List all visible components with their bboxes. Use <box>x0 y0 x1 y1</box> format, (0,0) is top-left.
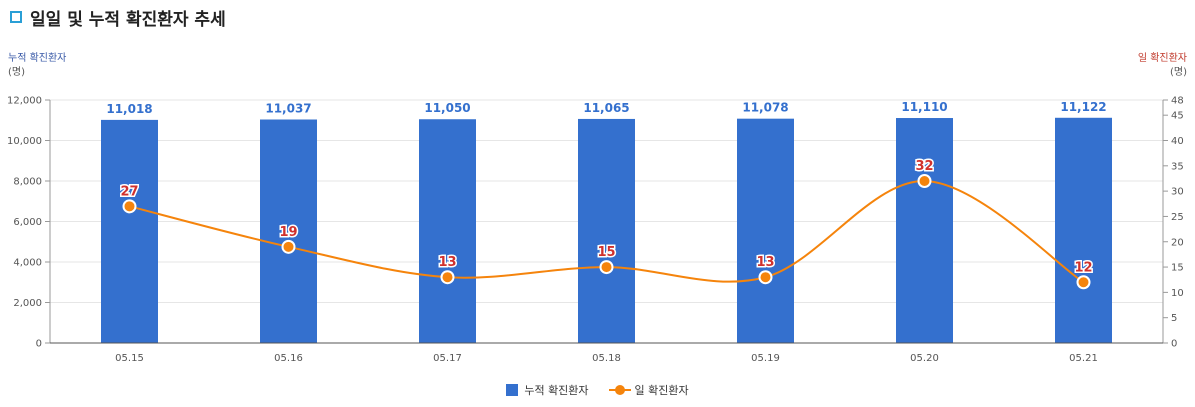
bar-value-label: 11,110 <box>901 100 947 114</box>
right-tick-label: 25 <box>1171 212 1184 223</box>
x-tick-label: 05.16 <box>274 353 303 364</box>
bar <box>896 118 953 344</box>
left-tick-label: 0 <box>36 339 42 350</box>
left-axis-unit: (명) <box>8 67 26 78</box>
left-tick-label: 6,000 <box>13 217 42 228</box>
daily-point <box>440 270 455 285</box>
right-tick-label: 45 <box>1171 111 1184 122</box>
bar-value-label: 11,037 <box>265 102 311 116</box>
x-tick-label: 05.21 <box>1069 353 1098 364</box>
daily-value-label: 15 <box>597 245 615 260</box>
left-axis-label: 누적 확진환자 (명) <box>8 52 66 80</box>
daily-value-label: 19 <box>279 225 297 240</box>
daily-value-label: 13 <box>438 255 456 270</box>
legend-label-daily: 일 확진환자 <box>634 384 689 397</box>
legend-label-cumulative: 누적 확진환자 <box>524 384 589 397</box>
bar-value-label: 11,065 <box>583 101 629 115</box>
bar <box>260 119 317 343</box>
daily-point <box>1076 275 1091 290</box>
bar-value-label: 11,050 <box>424 101 470 115</box>
left-axis-title: 누적 확진환자 <box>8 53 67 64</box>
daily-point <box>758 270 773 285</box>
right-axis-title: 일 확진환자 <box>1137 53 1187 64</box>
right-tick-label: 10 <box>1171 288 1184 299</box>
daily-value-label: 12 <box>1074 260 1092 275</box>
right-tick-label: 48 <box>1171 96 1184 107</box>
bar-value-label: 11,018 <box>106 102 152 116</box>
daily-point <box>917 174 932 188</box>
right-axis-unit: (명) <box>1169 67 1187 78</box>
daily-point <box>281 239 296 254</box>
right-axis-label: 일 확진환자 (명) <box>1138 52 1187 80</box>
right-tick-label: 35 <box>1171 161 1184 172</box>
x-tick-label: 05.19 <box>751 353 780 364</box>
bar-value-label: 11,078 <box>742 101 788 115</box>
bar <box>101 119 158 343</box>
x-tick-label: 05.17 <box>433 353 462 364</box>
chart-legend: 누적 확진환자 일 확진환자 <box>0 382 1195 398</box>
daily-value-label: 27 <box>120 184 138 199</box>
bar-value-label: 11,122 <box>1060 100 1106 114</box>
chart-title: 일일 및 누적 확진환자 추세 <box>30 9 226 30</box>
left-tick-label: 12,000 <box>7 96 42 107</box>
daily-point <box>599 260 614 275</box>
combo-chart: 0 2,000 4,000 6,000 8,000 10,000 12,000 0 5 10 15 2… <box>7 96 1184 365</box>
right-tick-label: 40 <box>1171 136 1184 147</box>
daily-value-label: 32 <box>915 159 933 174</box>
right-tick-label: 15 <box>1171 263 1184 274</box>
right-tick-label: 20 <box>1171 237 1184 248</box>
bar <box>578 118 635 343</box>
chart-title-row: 일일 및 누적 확진환자 추세 <box>10 4 226 30</box>
x-tick-label: 05.15 <box>115 353 144 364</box>
bar <box>1055 117 1112 343</box>
left-tick-label: 10,000 <box>7 136 42 147</box>
legend-item-cumulative[interactable]: 누적 확진환자 <box>506 382 589 398</box>
legend-bar-swatch <box>506 384 519 396</box>
left-tick-label: 2,000 <box>13 298 42 309</box>
right-tick-label: 30 <box>1171 187 1184 198</box>
bar <box>737 118 794 343</box>
legend-line-swatch <box>608 384 631 396</box>
x-tick-label: 05.20 <box>910 353 939 364</box>
right-tick-label: 5 <box>1171 313 1177 324</box>
left-tick-label: 4,000 <box>13 258 42 269</box>
right-tick-label: 0 <box>1171 339 1177 350</box>
x-tick-label: 05.18 <box>592 353 621 364</box>
daily-point <box>122 199 137 214</box>
legend-item-daily[interactable]: 일 확진환자 <box>608 382 689 398</box>
bar <box>419 119 476 343</box>
left-tick-label: 8,000 <box>13 177 42 188</box>
daily-value-label: 13 <box>756 255 774 270</box>
title-square-icon <box>10 11 22 23</box>
